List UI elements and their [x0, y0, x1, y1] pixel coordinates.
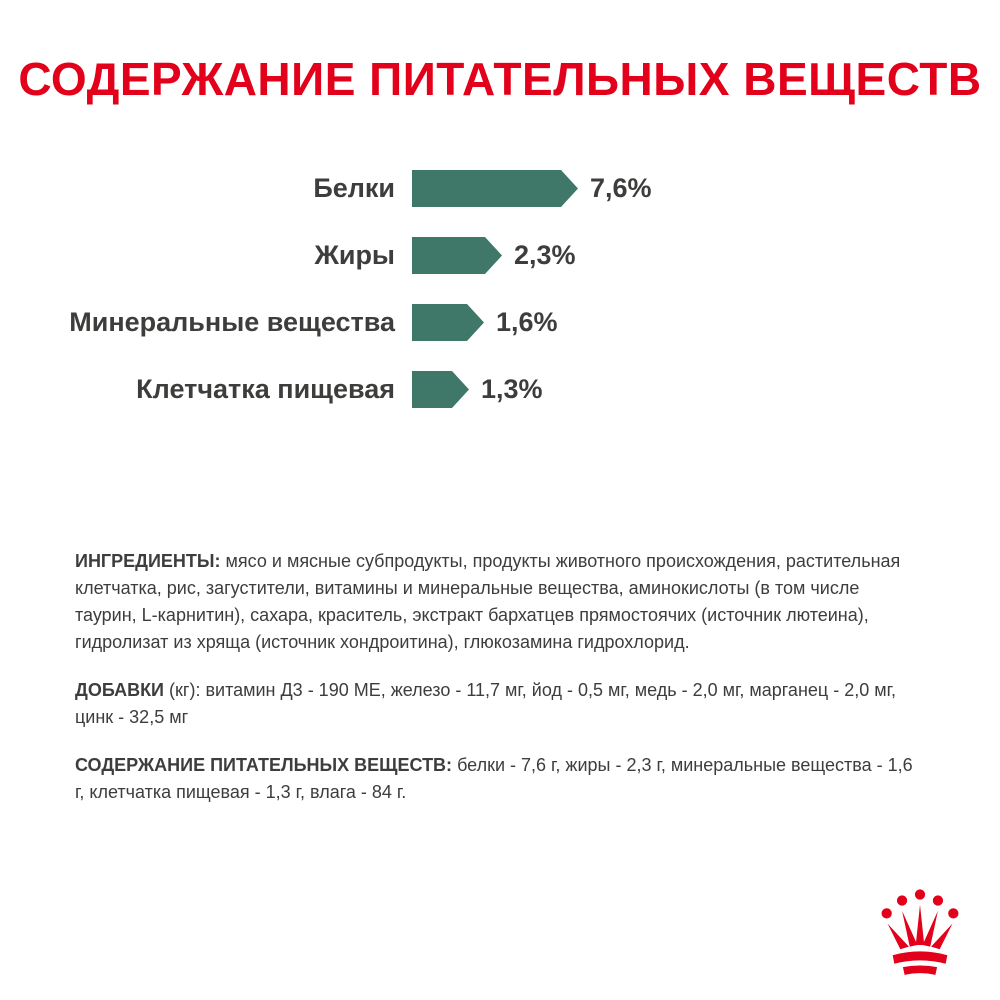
bar-category-label: Клетчатка пищевая	[136, 374, 395, 404]
chart-row-proteins: Белки 7,6%	[0, 170, 1000, 207]
bar-fiber	[412, 371, 469, 408]
royal-canin-crown-logo	[876, 886, 964, 980]
bar-value-label: 2,3%	[514, 240, 576, 270]
crown-icon	[881, 889, 959, 975]
page-title: СОДЕРЖАНИЕ ПИТАТЕЛЬНЫХ ВЕЩЕСТВ	[18, 53, 982, 105]
bar-fats	[412, 237, 502, 274]
additives-label: ДОБАВКИ	[75, 680, 164, 700]
ingredients-label: ИНГРЕДИЕНТЫ:	[75, 551, 221, 571]
info-text-block: ИНГРЕДИЕНТЫ: мясо и мясные субпродукты, …	[75, 548, 925, 806]
bar-category-label: Минеральные вещества	[69, 307, 395, 337]
nutrient-content-section: СОДЕРЖАНИЕ ПИТАТЕЛЬНЫХ ВЕЩЕСТВ: белки - …	[75, 752, 925, 806]
nutrient-content-text: белки - 7,6 г, жиры - 2,3 г, минеральные…	[75, 755, 913, 802]
additives-text: (кг): витамин Д3 - 190 МЕ, железо - 11,7…	[75, 680, 896, 727]
ingredients-text: мясо и мясные субпродукты, продукты живо…	[75, 551, 901, 652]
ingredients-section: ИНГРЕДИЕНТЫ: мясо и мясные субпродукты, …	[75, 548, 925, 656]
nutrient-bar-chart: Белки 7,6% Жиры 2,3% Минеральные веществ…	[0, 170, 1000, 408]
chart-row-fats: Жиры 2,3%	[0, 237, 1000, 274]
bar-category-label: Белки	[313, 173, 395, 203]
bar-value-label: 1,3%	[481, 374, 543, 404]
chart-row-minerals: Минеральные вещества 1,6%	[0, 304, 1000, 341]
bar-value-label: 1,6%	[496, 307, 558, 337]
bar-value-label: 7,6%	[590, 173, 652, 203]
nutrient-content-label: СОДЕРЖАНИЕ ПИТАТЕЛЬНЫХ ВЕЩЕСТВ:	[75, 755, 453, 775]
bar-category-label: Жиры	[314, 240, 395, 270]
additives-section: ДОБАВКИ (кг): витамин Д3 - 190 МЕ, желез…	[75, 677, 925, 731]
chart-row-fiber: Клетчатка пищевая 1,3%	[0, 371, 1000, 408]
bar-minerals	[412, 304, 484, 341]
bar-proteins	[412, 170, 578, 207]
